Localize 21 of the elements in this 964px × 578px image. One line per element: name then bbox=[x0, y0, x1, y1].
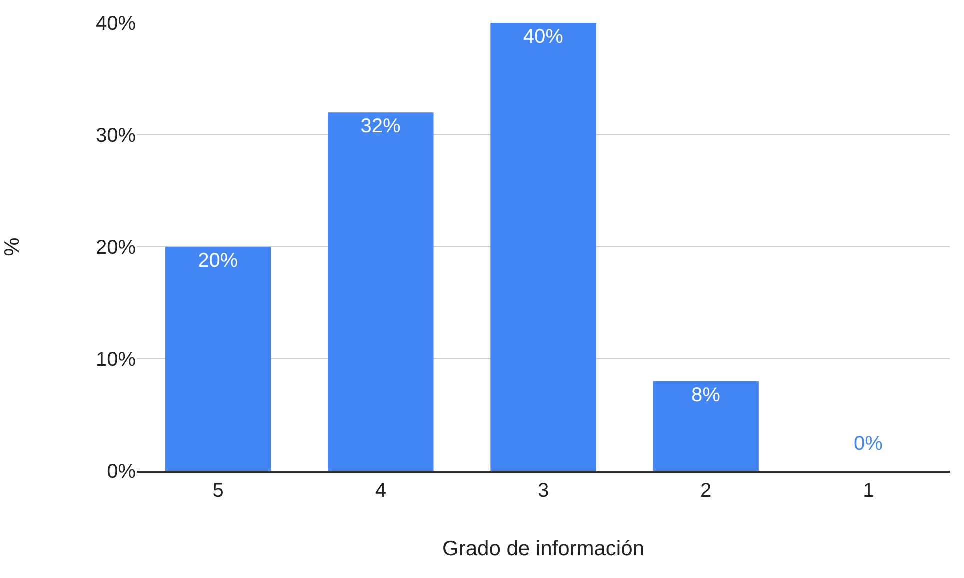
data-label: 40% bbox=[523, 26, 564, 48]
bar bbox=[653, 381, 759, 471]
bar bbox=[490, 23, 596, 471]
x-tick-label: 2 bbox=[700, 480, 712, 502]
x-axis-title: Grado de información bbox=[442, 538, 644, 561]
bar bbox=[165, 247, 272, 471]
y-tick-label: 0% bbox=[107, 461, 136, 483]
y-tick-label: 20% bbox=[96, 237, 136, 259]
x-tick-label: 5 bbox=[212, 480, 224, 502]
y-axis-title: % bbox=[1, 238, 24, 256]
y-tick-label: 10% bbox=[96, 349, 136, 371]
x-tick-label: 1 bbox=[863, 480, 874, 502]
x-tick-label: 4 bbox=[375, 480, 386, 502]
bar bbox=[328, 112, 434, 471]
x-tick-label: 3 bbox=[538, 480, 550, 502]
data-label: 20% bbox=[198, 250, 238, 272]
data-label: 32% bbox=[360, 116, 402, 138]
data-label: 0% bbox=[854, 433, 884, 455]
data-label: 8% bbox=[692, 384, 721, 406]
y-tick-label: 40% bbox=[96, 13, 136, 35]
y-tick-label: 30% bbox=[96, 125, 136, 147]
